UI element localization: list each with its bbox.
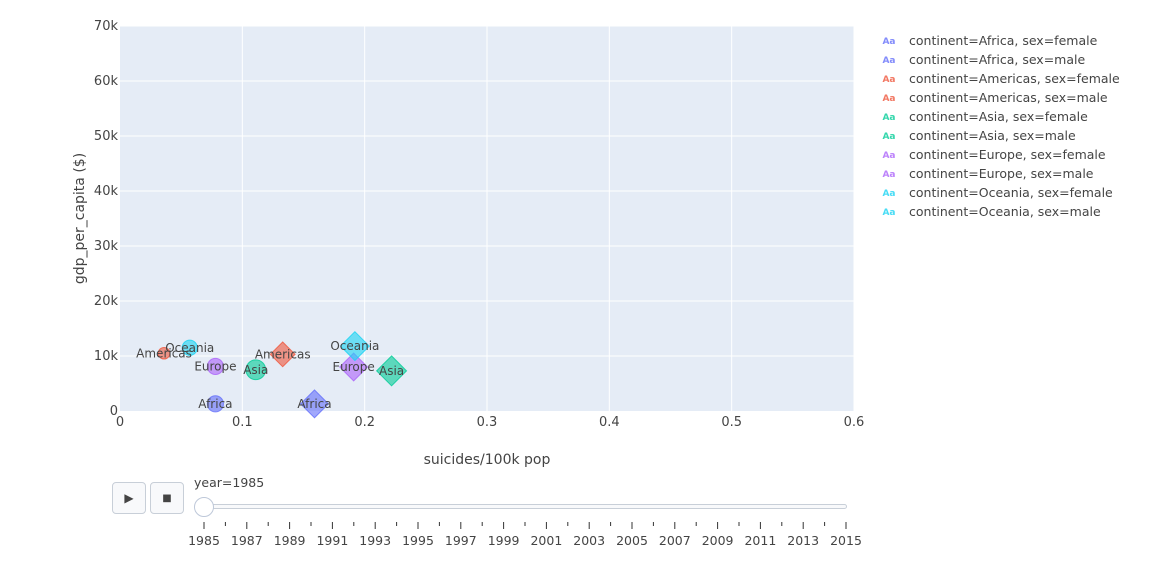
data-point-label: Europe	[333, 360, 375, 374]
data-point-label: Oceania	[165, 341, 214, 355]
play-button[interactable]: ▶	[112, 482, 146, 514]
data-point-circle	[157, 346, 171, 360]
legend-label: continent=Africa, sex=male	[909, 52, 1085, 67]
data-point-circle	[206, 395, 224, 413]
legend-label: continent=Africa, sex=female	[909, 33, 1098, 48]
legend-label: continent=Americas, sex=male	[909, 90, 1108, 105]
legend-glyph-icon: Aa	[882, 189, 895, 199]
data-point-label: Oceania	[330, 339, 379, 353]
y-tick-label: 20k	[94, 294, 119, 309]
data-point-diamond	[339, 330, 371, 362]
data-points	[157, 330, 408, 419]
legend: Aa continent=Africa, sex=female Aa continen…	[882, 33, 1120, 219]
legend-glyph-icon: Aa	[882, 208, 895, 218]
slider-current-value: year=1985	[194, 475, 265, 490]
legend-item[interactable]: Aa continent=Africa, sex=male	[882, 52, 1085, 67]
legend-label: continent=Europe, sex=male	[909, 166, 1094, 181]
y-tick-label: 10k	[94, 349, 119, 364]
legend-label: continent=Asia, sex=male	[909, 128, 1076, 143]
legend-label: continent=Europe, sex=female	[909, 147, 1106, 162]
y-axis-title: gdp_per_capita ($)	[72, 153, 88, 284]
stop-icon: ■	[162, 492, 172, 504]
gridlines	[120, 25, 855, 411]
y-tick-label: 30k	[94, 239, 119, 254]
legend-glyph-icon: Aa	[882, 170, 895, 180]
y-tick-label: 40k	[94, 184, 119, 199]
legend-item[interactable]: Aa continent=Oceania, sex=female	[882, 185, 1113, 200]
legend-label: continent=Oceania, sex=female	[909, 185, 1113, 200]
legend-glyph-icon: Aa	[882, 56, 895, 66]
legend-item[interactable]: Aa continent=Europe, sex=male	[882, 166, 1093, 181]
data-point-circle	[206, 357, 224, 376]
legend-glyph-icon: Aa	[882, 151, 895, 161]
x-tick-label: 0.5	[721, 415, 742, 430]
data-point-diamond	[375, 355, 408, 387]
data-point-label: Africa	[198, 397, 232, 411]
data-point-diamond	[339, 352, 369, 382]
legend-item[interactable]: Aa continent=Oceania, sex=male	[882, 204, 1100, 219]
legend-label: continent=Oceania, sex=male	[909, 204, 1101, 219]
x-tick-label: 0.2	[354, 415, 375, 430]
data-point-label: Europe	[194, 359, 236, 373]
legend-item[interactable]: Aa continent=Africa, sex=female	[882, 33, 1097, 48]
legend-item[interactable]: Aa continent=Americas, sex=male	[882, 90, 1107, 105]
y-axis-ticks: 0 10k 20k 30k 40k 50k 60k 70k	[94, 19, 119, 419]
data-point-circle	[181, 339, 198, 356]
y-tick-label: 70k	[94, 19, 119, 34]
legend-item[interactable]: Aa continent=Asia, sex=female	[882, 109, 1088, 124]
legend-item[interactable]: Aa continent=Asia, sex=male	[882, 128, 1076, 143]
year-slider-track[interactable]	[203, 504, 847, 509]
x-tick-label: 0.6	[844, 415, 865, 430]
data-point-label: Asia	[379, 364, 404, 378]
point-labels: Africa Africa Americas Americas Asia Asia Euro…	[136, 339, 404, 411]
legend-glyph-icon: Aa	[882, 94, 895, 104]
data-point-label: Americas	[136, 346, 192, 360]
data-point-label: Africa	[297, 397, 331, 411]
data-point-circle	[245, 359, 267, 381]
play-icon: ▶	[124, 491, 134, 505]
data-point-label: Asia	[243, 363, 268, 377]
legend-glyph-icon: Aa	[882, 113, 895, 123]
year-slider-handle[interactable]	[194, 497, 214, 517]
data-point-diamond	[269, 341, 296, 368]
y-tick-label: 0	[110, 404, 118, 419]
x-tick-label: 0	[116, 415, 124, 430]
x-axis-ticks: 0 0.1 0.2 0.3 0.4 0.5 0.6	[116, 415, 864, 430]
data-point-diamond	[299, 389, 330, 419]
legend-item[interactable]: Aa continent=Americas, sex=female	[882, 71, 1120, 86]
legend-glyph-icon: Aa	[882, 75, 895, 85]
legend-glyph-icon: Aa	[882, 37, 895, 47]
stop-button[interactable]: ■	[150, 482, 184, 514]
x-axis-title: suicides/100k pop	[424, 452, 551, 468]
y-tick-label: 60k	[94, 74, 119, 89]
legend-item[interactable]: Aa continent=Europe, sex=female	[882, 147, 1105, 162]
x-tick-label: 0.3	[477, 415, 498, 430]
x-tick-label: 0.1	[232, 415, 253, 430]
x-tick-label: 0.4	[599, 415, 620, 430]
y-tick-label: 50k	[94, 129, 119, 144]
legend-label: continent=Asia, sex=female	[909, 109, 1088, 124]
legend-label: continent=Americas, sex=female	[909, 71, 1120, 86]
legend-glyph-icon: Aa	[882, 132, 895, 142]
data-point-label: Americas	[255, 347, 311, 361]
